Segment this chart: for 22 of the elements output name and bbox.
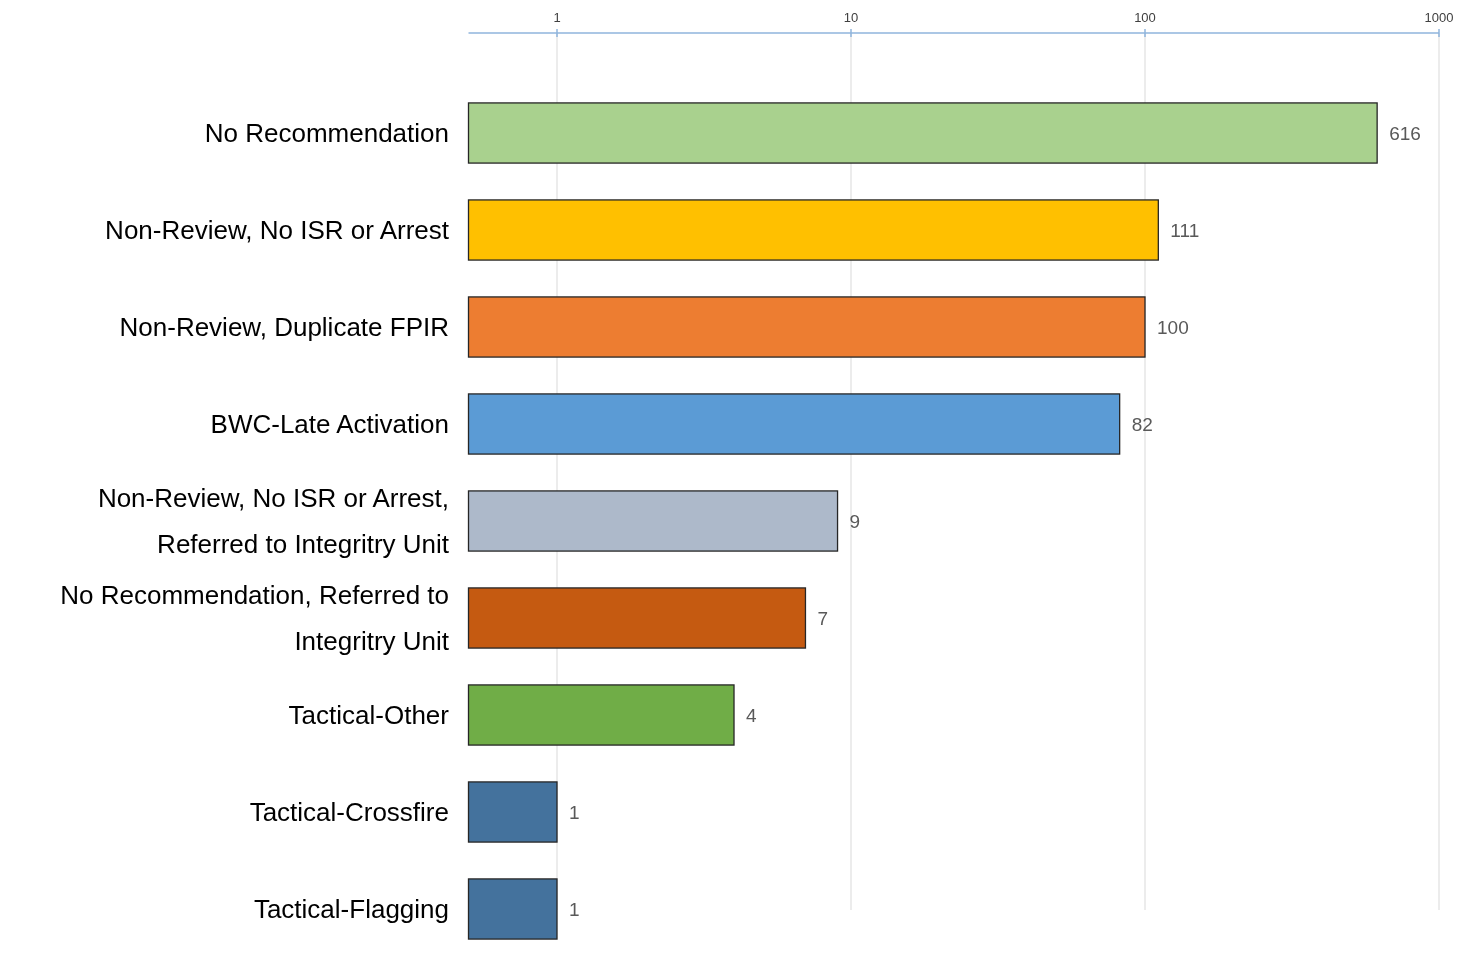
x-tick-label: 10 — [843, 9, 859, 25]
y-tick-label: No Recommendation, Referred to Integritry Unit — [60, 579, 450, 657]
data-label: 4 — [746, 704, 758, 726]
x-tick-label: 1 — [553, 9, 561, 25]
y-tick-label: Tactical-Flagging — [253, 894, 449, 924]
data-label: 616 — [1389, 122, 1421, 144]
y-tick-label: Tactical-Other — [288, 700, 450, 730]
data-label: 9 — [849, 510, 861, 532]
y-tick-label: Non-Review, Duplicate FPIR — [119, 312, 449, 342]
x-tick-label: 100 — [1134, 9, 1156, 25]
data-label: 100 — [1157, 316, 1189, 338]
data-label: 82 — [1131, 413, 1153, 435]
y-tick-label: Non-Review, No ISR or Arrest, Referred to Integritry Unit — [97, 482, 450, 560]
data-label: 1 — [569, 898, 580, 920]
y-tick-label: Non-Review, No ISR or Arrest — [105, 215, 450, 245]
y-tick-label: No Recommendation — [204, 118, 449, 148]
x-tick-label: 1000 — [1424, 9, 1454, 25]
y-tick-label: Tactical-Crossfire — [249, 797, 449, 827]
y-tick-label: BWC-Late Activation — [210, 409, 449, 439]
data-label: 1 — [569, 801, 580, 823]
data-label: 111 — [1170, 219, 1200, 241]
data-label: 7 — [817, 607, 829, 629]
